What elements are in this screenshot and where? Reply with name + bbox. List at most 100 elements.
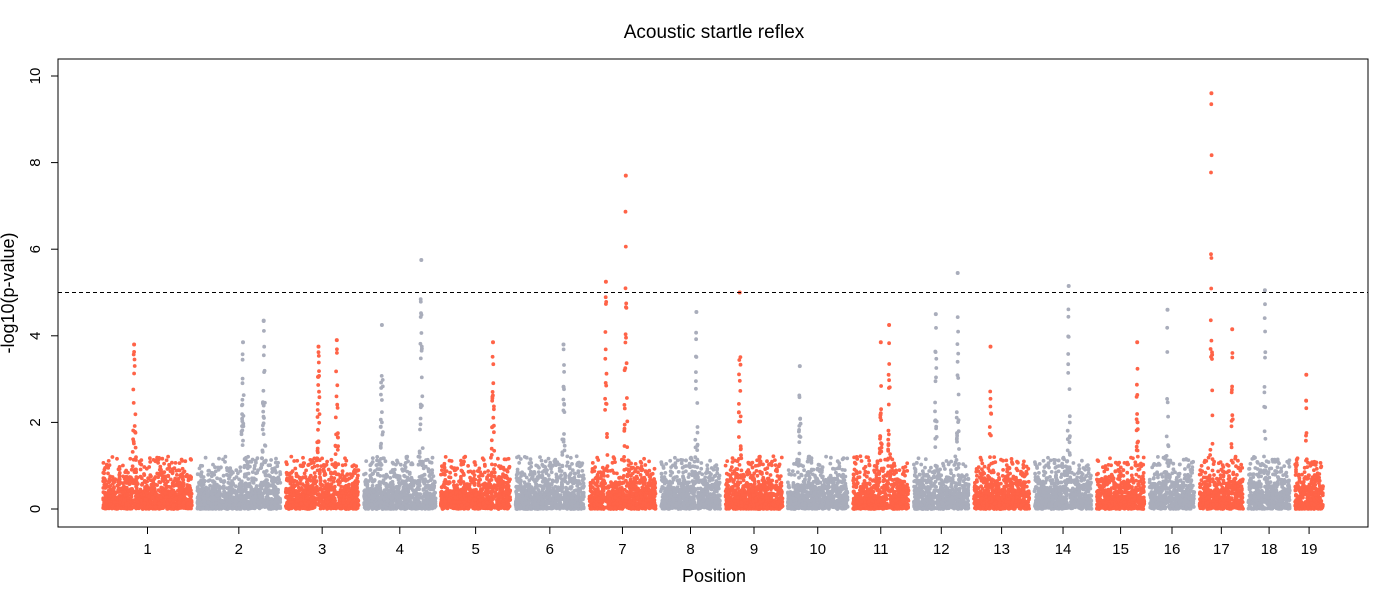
snp-point	[331, 504, 335, 509]
snp-point	[417, 483, 422, 488]
snp-point	[416, 454, 421, 459]
snp-point	[294, 474, 299, 479]
snp-point	[106, 466, 111, 470]
snp-point	[451, 479, 456, 484]
snp-point	[164, 481, 168, 486]
snp-point	[301, 475, 306, 480]
snp-point	[168, 498, 173, 502]
snp-point	[138, 489, 142, 493]
snp-point	[158, 464, 163, 469]
snp-point	[284, 504, 288, 509]
snp-point	[124, 474, 129, 479]
snp-point	[418, 422, 423, 427]
snp-point	[379, 380, 383, 385]
snp-point	[202, 502, 207, 507]
snp-point	[433, 504, 437, 509]
snp-point	[305, 495, 310, 500]
snp-point	[117, 474, 122, 478]
snp-point	[210, 505, 215, 510]
snp-point	[316, 375, 321, 379]
snp-point	[476, 478, 481, 483]
snp-point	[241, 438, 245, 443]
snp-point	[108, 474, 113, 479]
snp-point	[112, 500, 117, 505]
snp-point	[338, 494, 343, 498]
snp-point	[148, 460, 153, 464]
snp-point	[490, 425, 495, 429]
snp-point	[233, 503, 237, 507]
snp-point	[368, 476, 373, 480]
snp-point	[482, 470, 487, 475]
snp-point	[240, 397, 245, 402]
snp-point	[316, 427, 320, 432]
snp-point	[201, 496, 206, 501]
snp-point	[149, 487, 153, 492]
snp-point	[253, 494, 258, 499]
snp-point	[174, 468, 179, 473]
snp-point	[177, 468, 182, 473]
snp-point	[346, 507, 351, 511]
snp-point	[344, 458, 349, 463]
snp-point	[273, 493, 278, 498]
snp-point	[489, 438, 494, 443]
snp-point	[318, 468, 322, 472]
snp-point	[261, 353, 266, 358]
snp-point	[230, 495, 235, 499]
snp-point	[177, 497, 182, 501]
snp-point	[396, 498, 401, 503]
snp-point	[200, 464, 205, 468]
snp-point	[107, 484, 112, 489]
snp-point	[138, 461, 143, 466]
snp-point	[125, 492, 130, 497]
snp-point	[273, 460, 278, 465]
snp-point	[443, 469, 447, 473]
snp-point	[171, 504, 176, 509]
snp-point	[307, 485, 311, 490]
snp-point	[131, 437, 136, 442]
snp-point	[329, 470, 333, 475]
snp-point	[209, 471, 214, 475]
snp-point	[291, 484, 296, 488]
snp-point	[378, 488, 382, 493]
snp-point	[246, 454, 251, 459]
snp-point	[373, 502, 377, 507]
snp-point	[389, 496, 394, 501]
snp-point	[369, 502, 374, 507]
snp-point	[134, 467, 138, 472]
snp-point	[484, 489, 488, 494]
snp-point	[370, 456, 375, 460]
snp-point	[419, 311, 423, 316]
snp-point	[375, 458, 379, 463]
snp-point	[157, 505, 162, 509]
snp-point	[303, 506, 307, 511]
snp-point	[130, 450, 135, 454]
snp-point	[380, 398, 384, 402]
snp-point	[217, 456, 221, 461]
snp-point	[206, 500, 211, 505]
snp-point	[289, 454, 294, 459]
snp-point	[139, 476, 144, 481]
snp-point	[112, 492, 117, 497]
snp-point	[110, 455, 115, 459]
snp-point	[423, 479, 428, 483]
snp-point	[289, 479, 294, 484]
snp-point	[418, 356, 423, 361]
snp-point	[377, 480, 382, 485]
snp-point	[490, 354, 495, 359]
snp-point	[101, 490, 106, 495]
snp-point	[223, 454, 228, 459]
snp-point	[162, 461, 167, 466]
snp-point	[145, 505, 150, 510]
snp-point	[292, 459, 297, 463]
snp-point	[285, 495, 289, 500]
snp-point	[401, 480, 405, 485]
snp-point	[449, 459, 454, 463]
snp-point	[115, 483, 120, 488]
snp-point	[388, 476, 393, 480]
snp-point	[472, 460, 477, 464]
snp-point	[486, 469, 490, 473]
snp-point	[239, 432, 244, 437]
snp-point	[273, 485, 278, 490]
snp-point	[288, 500, 293, 504]
snp-point	[255, 470, 259, 475]
